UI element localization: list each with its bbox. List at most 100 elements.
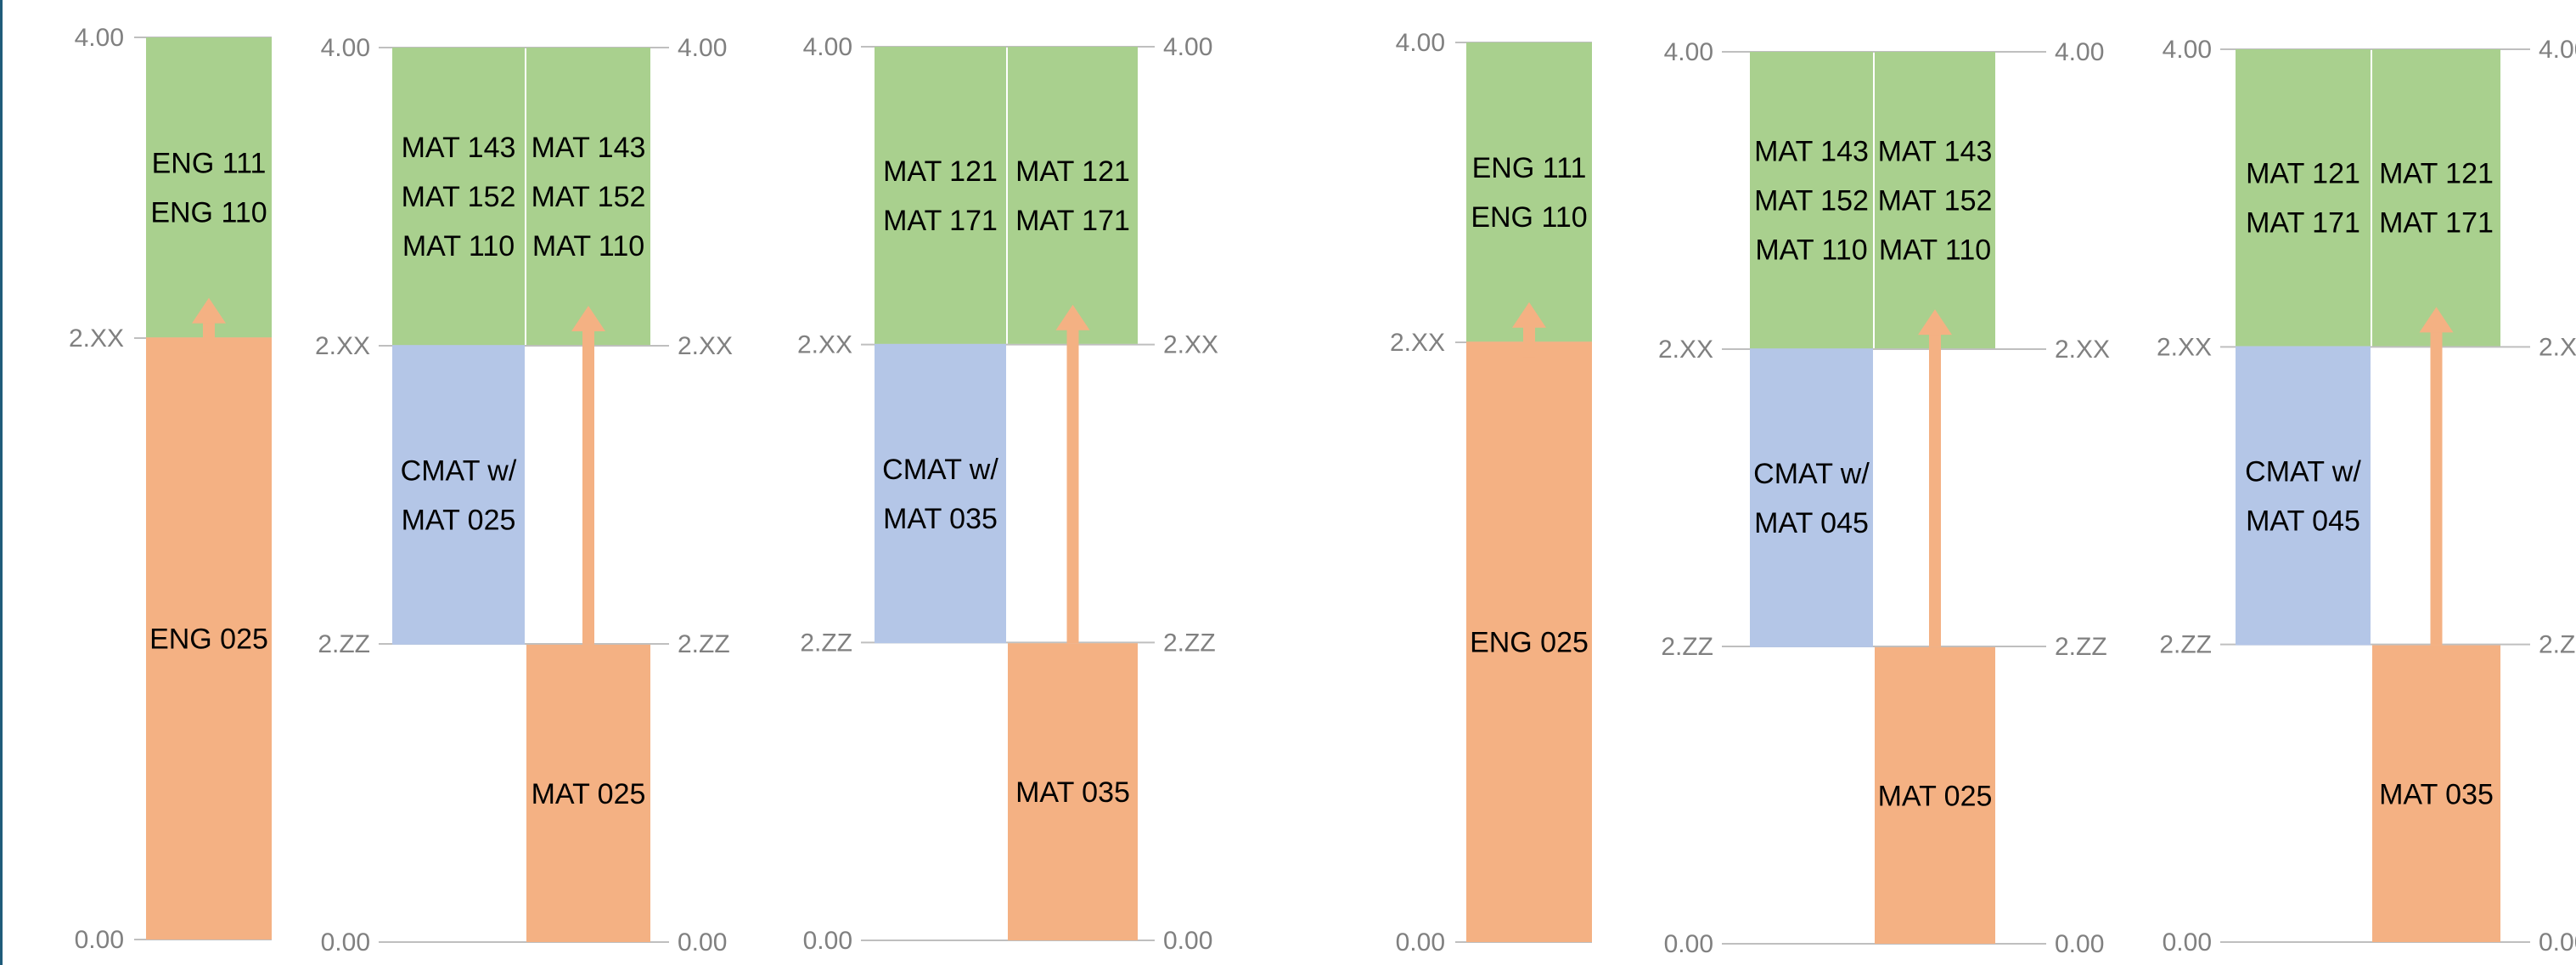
y-tick-label-left: 0.00 bbox=[1664, 930, 1713, 958]
y-tick-label-right: 2.XX bbox=[678, 332, 733, 360]
chart-3: 0.00 0.00 2.ZZ 2.ZZ 2.XX 2.XX 4.00 4.00 CMAT w/M… bbox=[797, 33, 1218, 955]
segment-label: MAT 171 bbox=[883, 205, 998, 237]
bar-segment-green bbox=[526, 48, 650, 346]
bar-segment-blue bbox=[875, 343, 1006, 644]
segment-label: MAT 035 bbox=[2379, 778, 2494, 810]
segment-label: MAT 025 bbox=[402, 505, 516, 537]
y-tick-label-left: 2.XX bbox=[2157, 333, 2212, 361]
segment-label: CMAT w/ bbox=[882, 454, 998, 486]
y-tick-label-right: 2.ZZ bbox=[678, 630, 730, 658]
bar-segment-orange bbox=[146, 337, 272, 940]
y-tick-label-left: 2.ZZ bbox=[2159, 631, 2212, 659]
y-tick-label-left: 0.00 bbox=[2163, 928, 2212, 957]
segment-label: ENG 025 bbox=[149, 624, 268, 656]
y-tick-label-right: 2.ZZ bbox=[2055, 633, 2107, 661]
segment-label: MAT 045 bbox=[2246, 505, 2360, 538]
chart-6: 0.00 0.00 2.ZZ 2.ZZ 2.XX 2.XX 4.00 4.00 CMAT w/M… bbox=[2157, 36, 2576, 957]
segment-label: MAT 152 bbox=[1754, 185, 1869, 217]
segment-label: ENG 110 bbox=[150, 197, 267, 229]
bar-segment-green bbox=[392, 48, 525, 346]
y-tick-label-left: 4.00 bbox=[75, 24, 124, 52]
segment-label: MAT 035 bbox=[883, 503, 998, 535]
y-tick-label-left: 2.ZZ bbox=[800, 629, 852, 657]
segment-label: CMAT w/ bbox=[1753, 458, 1870, 490]
y-tick-label-left: 2.XX bbox=[1658, 336, 1713, 364]
segment-label: MAT 143 bbox=[532, 132, 646, 164]
segment-label: ENG 110 bbox=[1471, 201, 1587, 234]
chart-2: 0.00 0.00 2.ZZ 2.ZZ 2.XX 2.XX 4.00 4.00 CMAT w/M… bbox=[315, 34, 733, 957]
promotion-arrow-shaft bbox=[1523, 320, 1535, 358]
bar-segment-orange bbox=[526, 644, 650, 942]
promotion-arrow-shaft bbox=[1066, 323, 1079, 644]
bar-segment-green bbox=[1875, 52, 1995, 349]
bar-segment-orange bbox=[1875, 646, 1995, 944]
segment-label: MAT 121 bbox=[2379, 158, 2494, 190]
promotion-arrow-shaft bbox=[582, 324, 594, 645]
left-edge-bar bbox=[0, 0, 3, 965]
bar-segment-green bbox=[1750, 52, 1873, 349]
bar-segment-orange bbox=[2372, 645, 2500, 942]
bar-segment-blue bbox=[392, 345, 525, 645]
segment-label: MAT 143 bbox=[1878, 136, 1993, 168]
y-tick-label-right: 2.ZZ bbox=[2539, 631, 2576, 659]
y-tick-label-left: 2.XX bbox=[69, 324, 124, 353]
segment-label: MAT 152 bbox=[1878, 185, 1993, 217]
bar-segment-green bbox=[2236, 49, 2371, 347]
promotion-arrow-head bbox=[571, 306, 605, 332]
segment-label: MAT 121 bbox=[2246, 158, 2360, 190]
y-tick-label-left: 4.00 bbox=[803, 33, 852, 61]
bar-segment-blue bbox=[2236, 346, 2371, 646]
segment-label: MAT 110 bbox=[1879, 234, 1991, 267]
segment-label: MAT 110 bbox=[1755, 234, 1867, 267]
promotion-arrow-head bbox=[2419, 307, 2454, 333]
segment-label: MAT 143 bbox=[1754, 136, 1869, 168]
y-tick-label-left: 0.00 bbox=[1396, 928, 1445, 957]
y-tick-label-left: 2.ZZ bbox=[318, 630, 370, 658]
y-tick-label-right: 0.00 bbox=[2055, 930, 2104, 958]
segment-label: ENG 025 bbox=[1470, 627, 1589, 659]
y-tick-label-left: 0.00 bbox=[803, 927, 852, 955]
bar-segment-orange bbox=[1008, 643, 1138, 940]
segment-label: MAT 143 bbox=[402, 132, 516, 164]
promotion-arrow-head bbox=[192, 297, 226, 324]
segment-label: MAT 045 bbox=[1754, 507, 1869, 539]
segment-label: ENG 111 bbox=[152, 148, 267, 180]
y-tick-label-right: 2.ZZ bbox=[1163, 629, 1216, 657]
y-tick-label-right: 0.00 bbox=[678, 928, 727, 957]
segment-label: CMAT w/ bbox=[401, 455, 517, 488]
segment-label: MAT 035 bbox=[1015, 776, 1130, 809]
y-tick-label-right: 0.00 bbox=[2539, 928, 2576, 957]
promotion-arrow-shaft bbox=[1929, 328, 1941, 647]
promotion-arrow-head bbox=[1055, 304, 1090, 330]
y-tick-label-right: 4.00 bbox=[2055, 38, 2104, 66]
promotion-arrow-shaft bbox=[203, 316, 215, 353]
segment-label: ENG 111 bbox=[1472, 152, 1587, 184]
y-tick-label-left: 2.ZZ bbox=[1661, 633, 1713, 661]
y-tick-label-left: 4.00 bbox=[2163, 36, 2212, 64]
segment-label: MAT 025 bbox=[1878, 780, 1993, 812]
segment-label: MAT 152 bbox=[532, 181, 646, 213]
segment-label: MAT 025 bbox=[532, 778, 646, 810]
y-tick-label-left: 2.XX bbox=[797, 331, 852, 359]
y-tick-label-left: 2.XX bbox=[315, 332, 370, 360]
bar-segment-green bbox=[1008, 47, 1138, 344]
bar-segment-orange bbox=[1466, 341, 1592, 942]
bar-segment-green bbox=[1466, 42, 1592, 342]
promotion-arrow-shaft bbox=[2430, 325, 2443, 646]
segment-label: MAT 171 bbox=[2246, 207, 2360, 240]
y-tick-label-right: 2.XX bbox=[2539, 333, 2576, 361]
y-tick-label-left: 4.00 bbox=[1396, 29, 1445, 57]
bar-segment-blue bbox=[1750, 348, 1873, 647]
promotion-arrow-head bbox=[1512, 302, 1546, 328]
segment-label: MAT 152 bbox=[402, 181, 516, 213]
y-tick-label-right: 0.00 bbox=[1163, 927, 1212, 955]
segment-label: MAT 171 bbox=[1015, 205, 1130, 237]
chart-5: 0.00 0.00 2.ZZ 2.ZZ 2.XX 2.XX 4.00 4.00 CMAT w/M… bbox=[1658, 38, 2110, 958]
bar-segment-green bbox=[2372, 49, 2500, 347]
y-tick-label-right: 4.00 bbox=[1163, 33, 1212, 61]
y-tick-label-left: 4.00 bbox=[321, 34, 370, 62]
segment-label: MAT 121 bbox=[1015, 155, 1130, 188]
y-tick-label-left: 4.00 bbox=[1664, 38, 1713, 66]
